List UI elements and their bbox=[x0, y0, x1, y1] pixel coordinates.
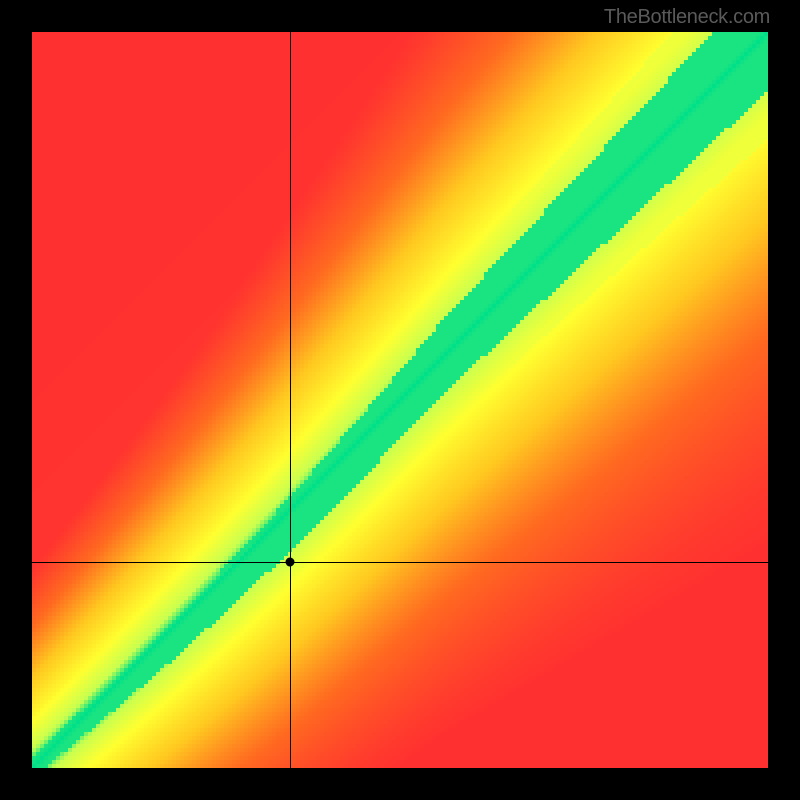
crosshair-vertical bbox=[290, 32, 291, 768]
watermark-text: TheBottleneck.com bbox=[604, 6, 770, 29]
crosshair-marker bbox=[285, 557, 294, 566]
heatmap-plot bbox=[32, 32, 768, 768]
heatmap-canvas bbox=[32, 32, 768, 768]
crosshair-horizontal bbox=[32, 562, 768, 563]
